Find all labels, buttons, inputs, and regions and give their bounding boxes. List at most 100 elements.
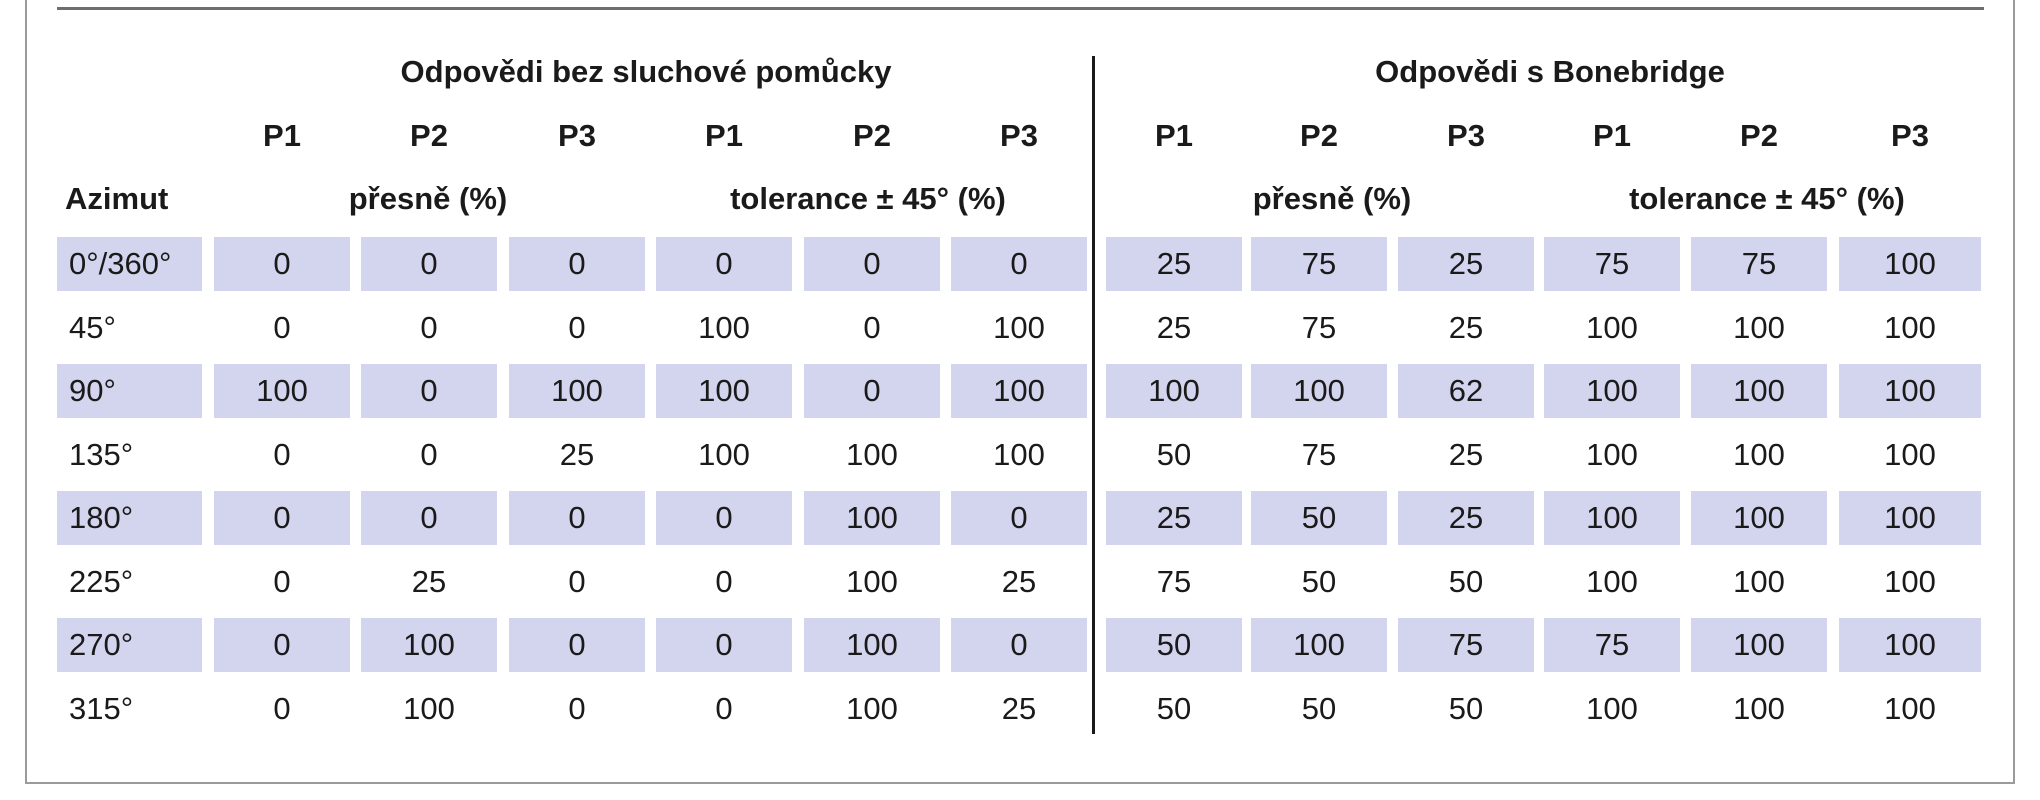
patient-header: P2 [1740, 118, 1778, 153]
table-cell: 50 [1106, 618, 1242, 672]
table-cell: 75 [1691, 237, 1827, 291]
azimuth-cell: 90° [57, 364, 202, 418]
table-cell: 100 [1251, 364, 1387, 418]
table-cell: 0 [804, 364, 940, 418]
table-cell: 75 [1544, 237, 1680, 291]
table-cell: 0 [420, 437, 438, 472]
table-cell: 50 [1301, 691, 1337, 726]
table-cell: 100 [1733, 691, 1785, 726]
table-cell: 100 [509, 364, 645, 418]
table-cell: 100 [698, 437, 750, 472]
group-header-without-aid: Odpovědi bez sluchové pomůcky [400, 54, 892, 89]
table-cell: 100 [214, 364, 350, 418]
azimuth-cell: 180° [57, 491, 202, 545]
table-cell: 100 [993, 310, 1045, 345]
table-cell: 100 [698, 310, 750, 345]
azimuth-column-header: Azimut [65, 181, 169, 216]
table-cell: 100 [1839, 237, 1981, 291]
group-divider [1092, 56, 1095, 734]
azimuth-cell: 135° [69, 437, 134, 472]
patient-header: P2 [1300, 118, 1338, 153]
patient-header: P1 [705, 118, 743, 153]
table-cell: 50 [1156, 437, 1192, 472]
table-cell: 100 [403, 691, 455, 726]
azimuth-cell: 270° [57, 618, 202, 672]
table-cell: 25 [1106, 237, 1242, 291]
table-cell: 100 [1691, 618, 1827, 672]
table-cell: 100 [1733, 310, 1785, 345]
table-cell: 75 [1156, 564, 1192, 599]
table-cell: 0 [273, 310, 291, 345]
table-cell: 0 [214, 618, 350, 672]
table-cell: 0 [420, 310, 438, 345]
table-cell: 100 [1544, 491, 1680, 545]
azimuth-cell: 225° [69, 564, 134, 599]
table-cell: 100 [1691, 364, 1827, 418]
table-cell: 100 [1884, 437, 1936, 472]
measure-header-exact-bonebridge: přesně (%) [1252, 181, 1412, 216]
group-header-bonebridge: Odpovědi s Bonebridge [1375, 54, 1725, 89]
table-cell: 100 [361, 618, 497, 672]
table-cell: 75 [1251, 237, 1387, 291]
table-cell: 100 [1733, 564, 1785, 599]
patient-header: P2 [410, 118, 448, 153]
azimuth-cell: 45° [69, 310, 116, 345]
table-cell: 0 [951, 618, 1087, 672]
table-cell: 0 [273, 437, 291, 472]
patient-header: P3 [1000, 118, 1038, 153]
table-cell: 25 [1398, 237, 1534, 291]
table-cell: 50 [1448, 691, 1484, 726]
measure-header-exact-without-aid: přesně (%) [348, 181, 508, 216]
table-cell: 0 [951, 237, 1087, 291]
table-cell: 100 [804, 491, 940, 545]
table-cell: 50 [1251, 491, 1387, 545]
table-cell: 75 [1398, 618, 1534, 672]
table-cell: 100 [1586, 437, 1638, 472]
table-cell: 100 [1839, 364, 1981, 418]
table-cell: 100 [1839, 491, 1981, 545]
table-cell: 100 [1691, 491, 1827, 545]
table-cell: 75 [1301, 310, 1337, 345]
table-cell: 0 [568, 564, 586, 599]
table-frame [25, 0, 2015, 784]
table-cell: 25 [1398, 491, 1534, 545]
table-cell: 0 [568, 691, 586, 726]
table-cell: 0 [273, 564, 291, 599]
top-rule [57, 7, 1984, 10]
patient-header: P1 [1155, 118, 1193, 153]
table-cell: 0 [509, 618, 645, 672]
table-cell: 0 [568, 310, 586, 345]
table-cell: 100 [846, 437, 898, 472]
table-cell: 25 [1001, 691, 1037, 726]
table-cell: 0 [863, 310, 881, 345]
table-cell: 0 [273, 691, 291, 726]
table-cell: 0 [804, 237, 940, 291]
azimuth-cell: 0°/360° [57, 237, 202, 291]
table-cell: 100 [1586, 564, 1638, 599]
table-cell: 0 [656, 237, 792, 291]
table-cell: 100 [804, 618, 940, 672]
patient-header: P2 [853, 118, 891, 153]
table-cell: 0 [361, 364, 497, 418]
table-cell: 75 [1301, 437, 1337, 472]
table-cell: 62 [1398, 364, 1534, 418]
table-cell: 100 [1884, 564, 1936, 599]
table-cell: 0 [951, 491, 1087, 545]
table-cell: 100 [1586, 310, 1638, 345]
table-cell: 25 [1001, 564, 1037, 599]
table-cell: 100 [1544, 364, 1680, 418]
table-cell: 25 [1448, 437, 1484, 472]
table-cell: 100 [1884, 691, 1936, 726]
patient-header: P1 [263, 118, 301, 153]
measure-header-tolerance-bonebridge: tolerance ± 45° (%) [1629, 181, 1905, 216]
table-cell: 100 [1839, 618, 1981, 672]
table-cell: 75 [1544, 618, 1680, 672]
table-cell: 100 [656, 364, 792, 418]
table-cell: 0 [361, 491, 497, 545]
table-cell: 0 [214, 491, 350, 545]
table-cell: 25 [1448, 310, 1484, 345]
table-cell: 50 [1156, 691, 1192, 726]
table-cell: 25 [1106, 491, 1242, 545]
table-cell: 50 [1301, 564, 1337, 599]
azimuth-cell: 315° [69, 691, 134, 726]
